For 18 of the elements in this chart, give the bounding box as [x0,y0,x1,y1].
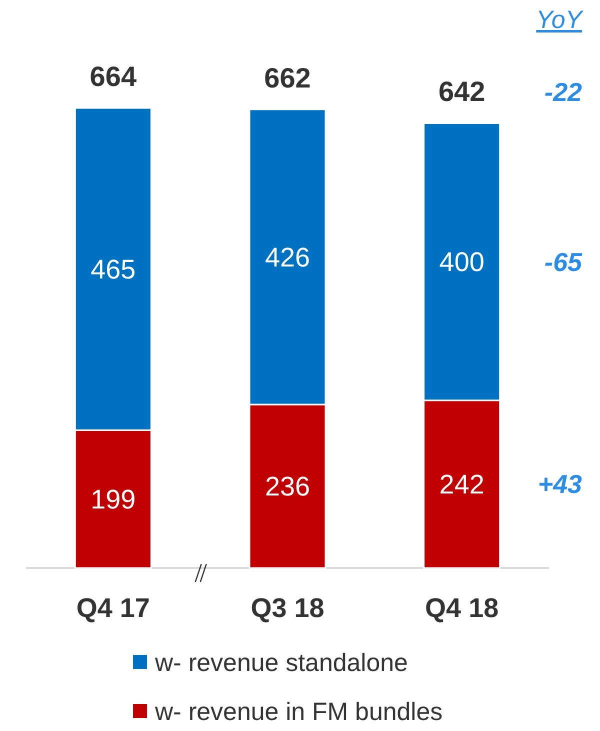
data-label: 199 [90,484,136,515]
annotation: +43 [538,469,583,500]
data-label: 465 [90,254,136,285]
x-tick-label: Q4 17 [76,593,150,623]
text: -22 [544,77,583,108]
x-tick-label: Q3 18 [250,593,324,623]
data-label: 242 [439,470,484,500]
total-label: 662 [264,62,311,94]
total-label: 664 [90,61,137,92]
data-label: 236 [264,472,310,502]
data-label: 426 [264,242,310,272]
data-label: 400 [439,247,484,278]
legend-label: w- revenue standalone [154,648,408,677]
text: YoY [536,6,584,34]
annotation: -65 [544,246,583,277]
legend-label: w- revenue in FM bundles [154,698,443,726]
total-label: 642 [438,76,486,108]
x-tick-label: Q4 18 [425,593,499,623]
